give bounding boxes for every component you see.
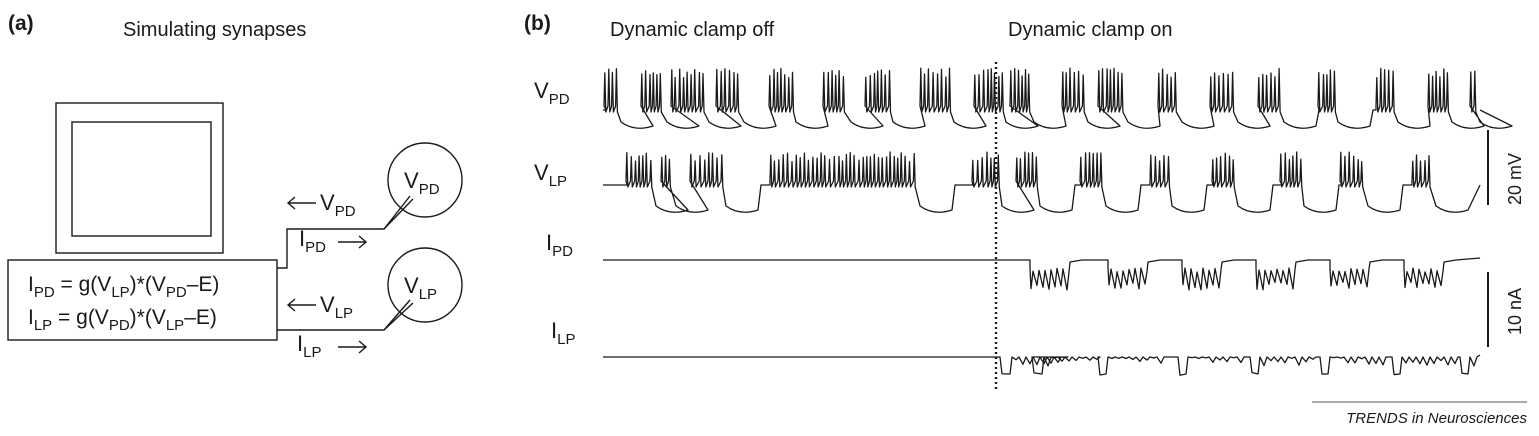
- trace-label-vpd: VPD: [534, 78, 570, 108]
- neuron-pd-label: VPD: [404, 168, 440, 198]
- equation-box: [7, 259, 278, 341]
- wire-to-pd: [277, 195, 411, 269]
- scale-label-voltage: 20 mV: [1505, 153, 1525, 205]
- wire-to-lp-double: [383, 302, 414, 331]
- neuron-lp-label: VLP: [404, 273, 437, 303]
- svg-text:ILP: ILP: [297, 331, 321, 361]
- arrow-ipd-right: IPD: [299, 226, 368, 256]
- wire-to-pd-double: [383, 198, 414, 230]
- trace-label-ilp: ILP: [551, 318, 575, 348]
- panel-a-title: Simulating synapses: [123, 19, 306, 41]
- arrow-vpd-left: VPD: [286, 190, 356, 220]
- computer-monitor-icon: [55, 102, 224, 254]
- svg-text:IPD: IPD: [299, 226, 326, 256]
- arrow-ilp-right: ILP: [297, 331, 368, 361]
- journal-credit: TRENDS in Neurosciences: [1346, 410, 1527, 427]
- panel-a-label: (a): [8, 12, 34, 35]
- svg-text:VLP: VLP: [320, 292, 353, 322]
- arrow-vlp-left: VLP: [286, 292, 353, 322]
- trace-ilp: [603, 354, 1481, 376]
- neuron-lp: [387, 247, 463, 323]
- equation-ipd: IPD = g(VLP)*(VPD–E): [28, 273, 219, 301]
- panel-b-label: (b): [524, 12, 551, 35]
- scale-label-current: 10 nA: [1505, 288, 1525, 335]
- trace-vpd: [603, 67, 1513, 129]
- trace-label-ipd: IPD: [546, 230, 573, 260]
- clamp-on-title: Dynamic clamp on: [1008, 19, 1173, 41]
- neuron-pd: [387, 142, 463, 218]
- svg-text:VPD: VPD: [320, 190, 356, 220]
- trace-vlp: [603, 151, 1481, 213]
- trace-ipd: [603, 257, 1481, 291]
- equation-ilp: ILP = g(VPD)*(VLP–E): [28, 306, 217, 334]
- clamp-off-title: Dynamic clamp off: [610, 19, 775, 41]
- trace-label-vlp: VLP: [534, 160, 567, 190]
